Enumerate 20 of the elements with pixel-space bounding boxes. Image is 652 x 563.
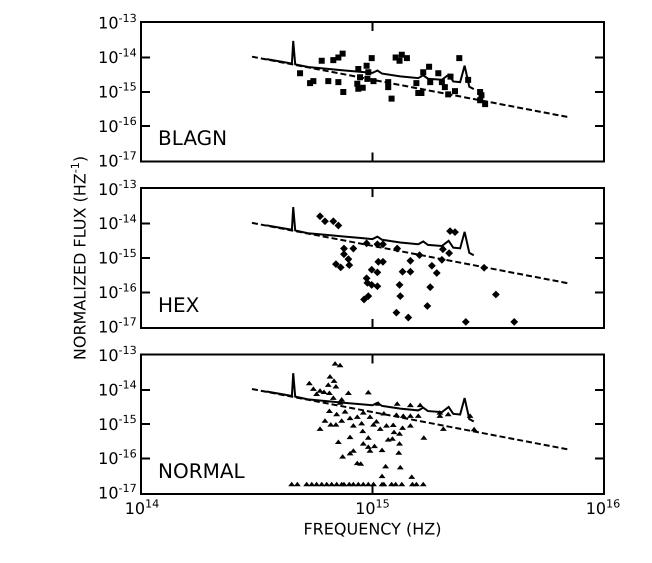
y-tick-label: 10$^{-13}$ [98, 344, 137, 365]
y-tick-label: 10$^{-15}$ [98, 413, 137, 434]
annotation: HEX [158, 293, 200, 317]
y-tick-label: 10$^{-14}$ [98, 378, 137, 400]
y-tick-label: 10$^{-14}$ [98, 212, 137, 234]
y-tick-label: 10$^{-15}$ [98, 80, 137, 102]
y-tick-label: 10$^{-16}$ [98, 115, 137, 136]
y-tick-label: 10$^{-13}$ [98, 178, 137, 199]
x-axis-title: FREQUENCY (HZ) [303, 519, 442, 538]
y-tick-label: 10$^{-17}$ [98, 150, 137, 170]
y-tick-label: 10$^{-13}$ [98, 12, 137, 33]
y-tick-label: 10$^{-16}$ [98, 447, 137, 468]
annotation: BLAGN [158, 126, 228, 150]
y-tick-label: 10$^{-16}$ [98, 281, 137, 302]
y-tick-label: 10$^{-17}$ [98, 316, 137, 336]
x-tick-label: 10$^{15}$ [355, 497, 390, 518]
annotation: NORMAL [158, 459, 246, 483]
y-tick-label: 10$^{-15}$ [98, 246, 137, 268]
y-tick-label: 10$^{-14}$ [98, 46, 137, 68]
x-tick-label: 10$^{16}$ [586, 497, 620, 518]
